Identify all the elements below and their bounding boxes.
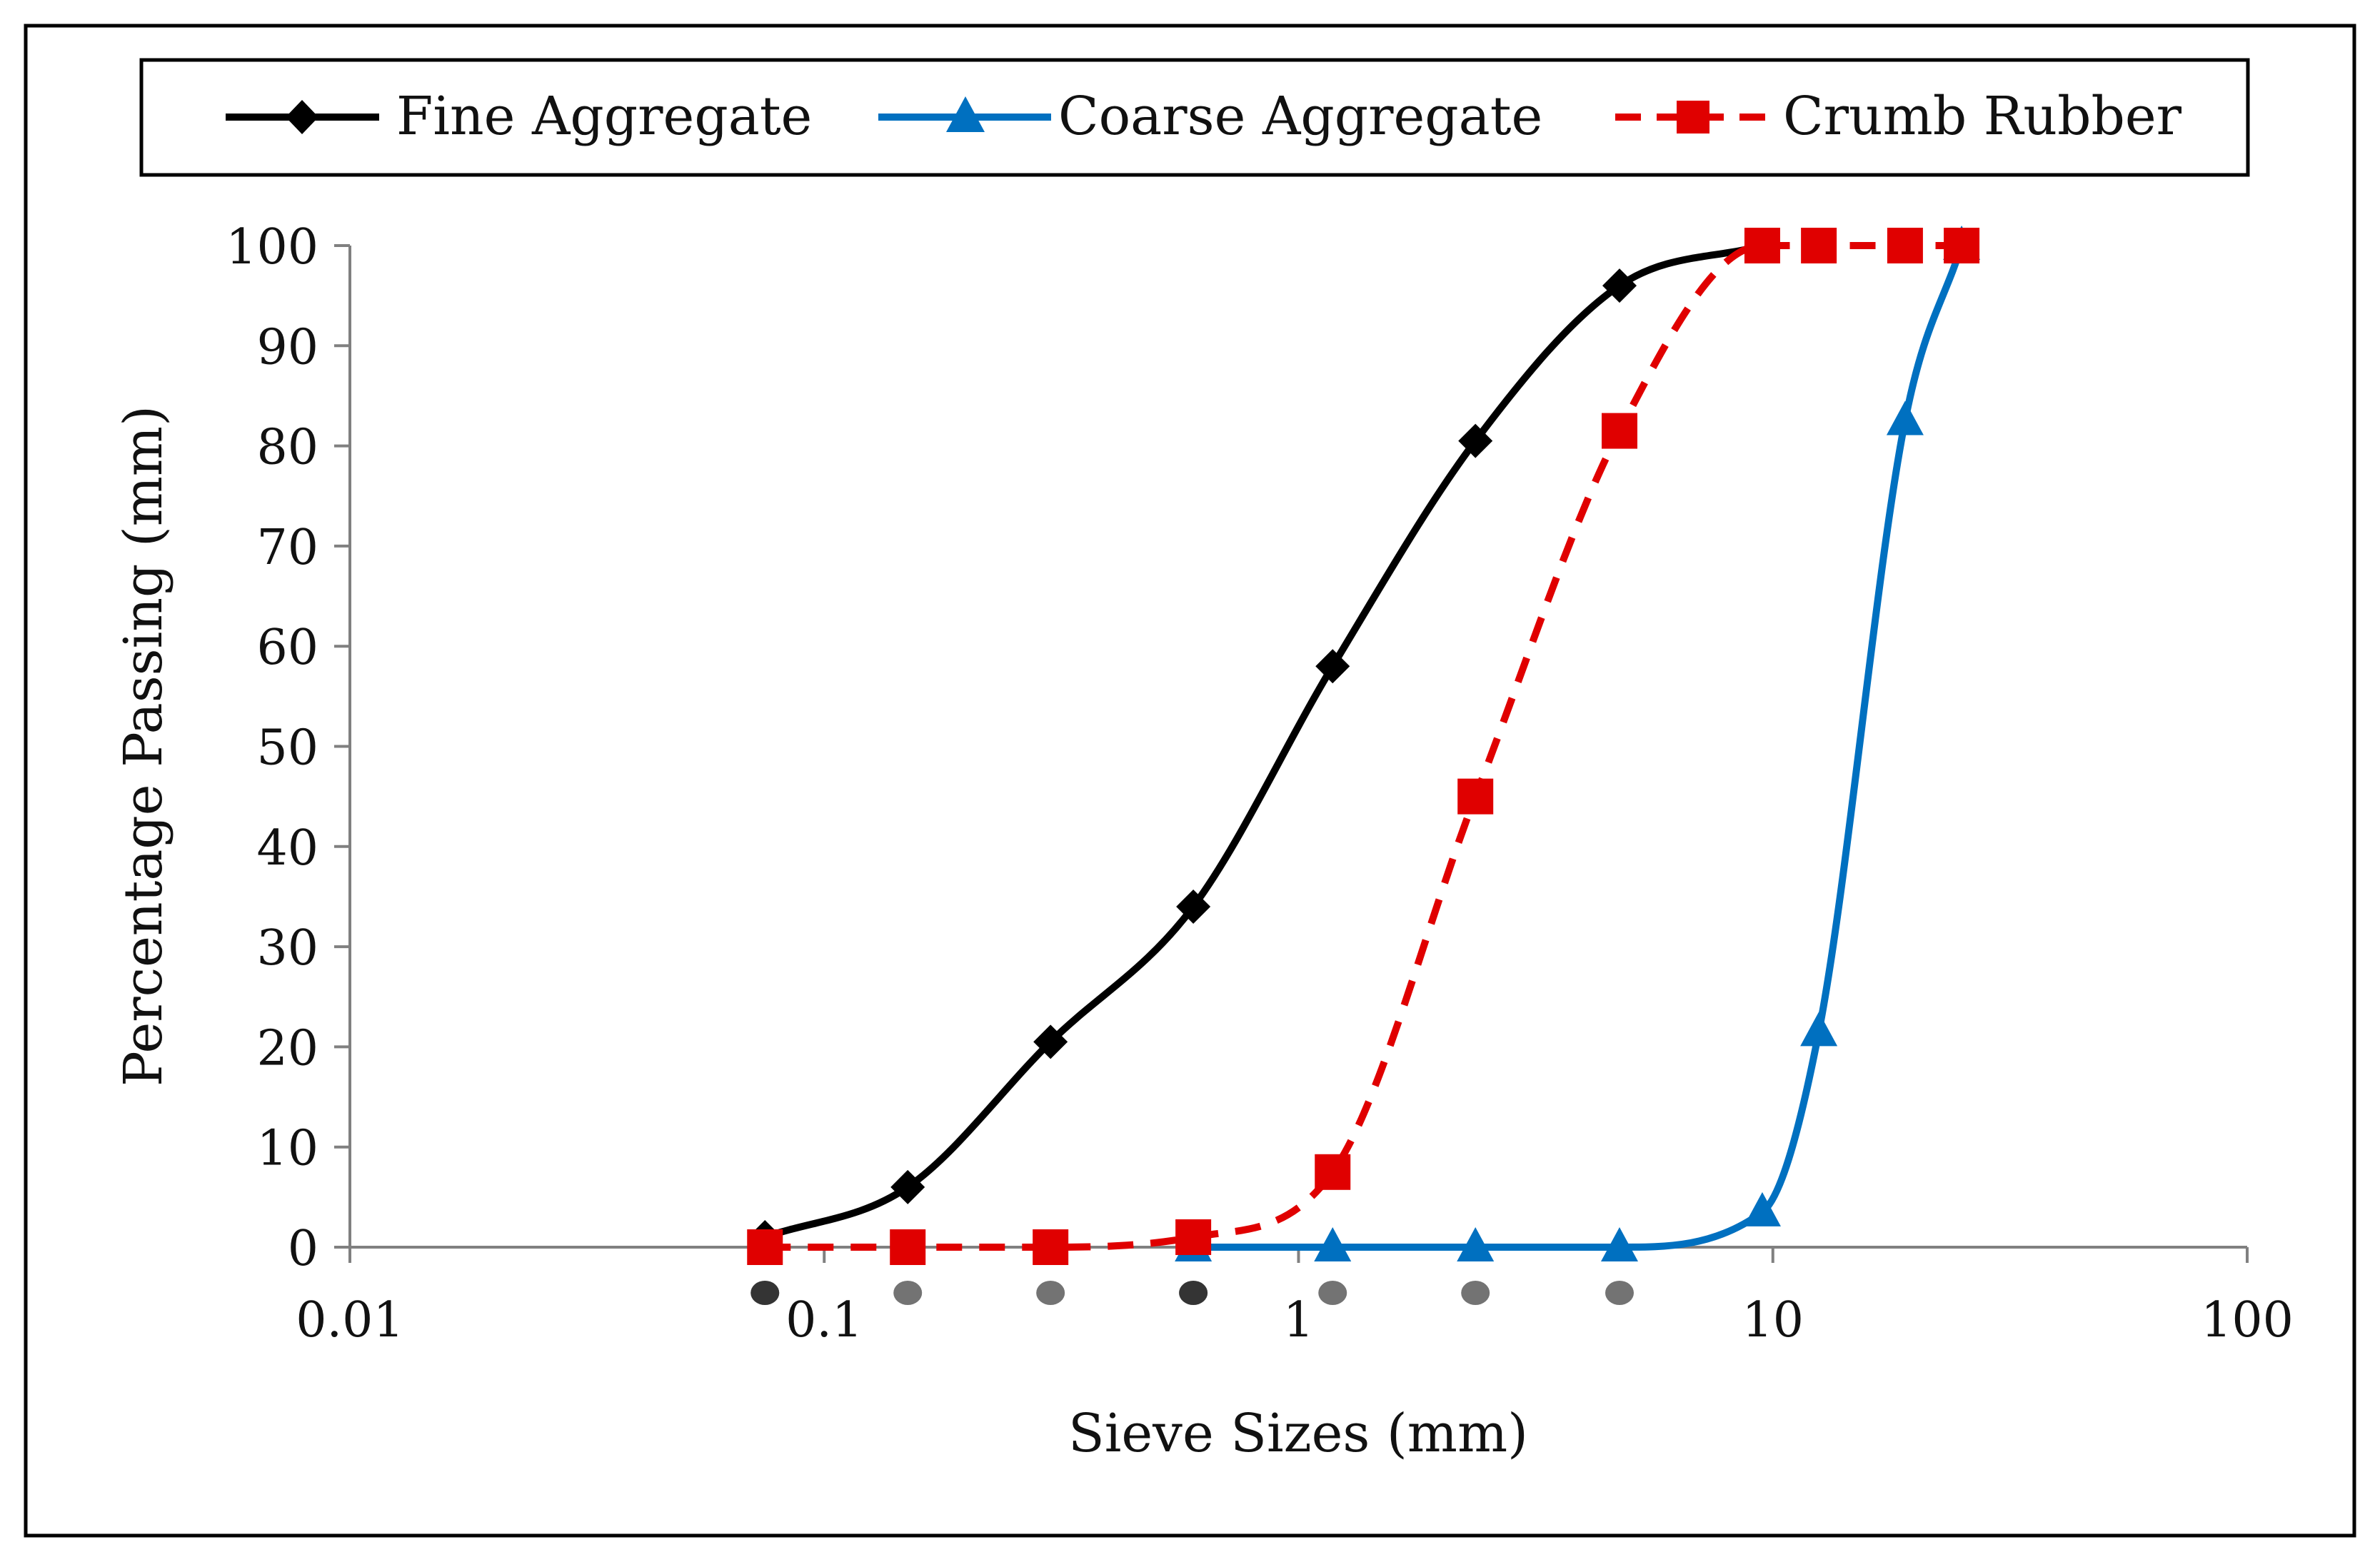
data-point-square xyxy=(1175,1219,1212,1255)
legend-square-icon xyxy=(1677,101,1709,133)
data-point-triangle xyxy=(1800,1012,1838,1047)
legend-diamond-icon xyxy=(286,100,318,134)
data-point-triangle xyxy=(1886,400,1924,435)
marker-shadow xyxy=(1605,1281,1634,1305)
data-point-square xyxy=(890,1229,926,1265)
y-tick-label: 100 xyxy=(226,219,318,276)
y-tick-label: 0 xyxy=(288,1221,318,1277)
x-axis-label: Sieve Sizes (mm) xyxy=(1068,1403,1528,1464)
x-tick-label: 1 xyxy=(1283,1292,1314,1349)
legend-item-coarse-aggregate: Coarse Aggregate xyxy=(878,86,1542,147)
x-tick-label: 0.01 xyxy=(296,1292,403,1349)
data-point-diamond xyxy=(1315,649,1350,684)
y-tick-label: 60 xyxy=(256,620,318,676)
x-tick-label: 0.1 xyxy=(785,1292,863,1349)
y-ticks: 0 10 20 30 40 50 60 70 80 90 100 xyxy=(226,219,350,1277)
data-point-square xyxy=(1801,228,1837,263)
legend-item-crumb-rubber: Crumb Rubber xyxy=(1615,86,2182,147)
data-point-square xyxy=(1744,228,1780,263)
y-tick-label: 90 xyxy=(256,319,318,376)
legend-label-crumb-rubber: Crumb Rubber xyxy=(1783,86,2182,147)
y-tick-label: 30 xyxy=(256,920,318,977)
data-point-triangle xyxy=(1314,1227,1352,1261)
data-point-square xyxy=(1601,413,1637,449)
data-point-square xyxy=(747,1229,783,1265)
data-point-square xyxy=(1457,778,1494,815)
x-tick-label: 10 xyxy=(1742,1292,1804,1349)
y-axis-label: Percentage Passing (mm) xyxy=(113,405,174,1087)
legend-label-coarse-aggregate: Coarse Aggregate xyxy=(1058,86,1542,147)
marker-shadow xyxy=(893,1281,923,1305)
data-point-diamond xyxy=(1602,268,1637,303)
data-point-square xyxy=(1887,228,1923,263)
y-tick-label: 80 xyxy=(256,420,318,476)
marker-shadow xyxy=(1318,1281,1347,1305)
marker-shadow xyxy=(1036,1281,1065,1305)
legend-triangle-icon xyxy=(946,96,985,132)
data-point-triangle xyxy=(1457,1227,1495,1261)
legend-label-fine-aggregate: Fine Aggregate xyxy=(396,86,812,147)
y-tick-label: 50 xyxy=(256,720,318,777)
y-tick-label: 40 xyxy=(256,820,318,877)
data-point-triangle xyxy=(1743,1191,1781,1226)
marker-shadow xyxy=(750,1281,780,1305)
data-point-triangle xyxy=(1600,1227,1638,1261)
data-point-diamond xyxy=(1033,1024,1068,1059)
x-ticks: 0.01 0.1 1 10 100 xyxy=(296,1247,2294,1349)
y-tick-label: 70 xyxy=(256,520,318,576)
data-point-diamond xyxy=(890,1169,925,1204)
data-point-diamond xyxy=(1176,889,1211,924)
data-point-diamond xyxy=(1458,423,1493,458)
data-point-square xyxy=(1033,1229,1069,1265)
x-tick-label: 100 xyxy=(2201,1292,2294,1349)
marker-shadow xyxy=(1461,1281,1490,1305)
legend-item-fine-aggregate: Fine Aggregate xyxy=(226,86,812,147)
y-tick-label: 10 xyxy=(256,1121,318,1177)
series-layer xyxy=(747,226,1981,1305)
data-point-square xyxy=(1944,228,1980,263)
y-tick-label: 20 xyxy=(256,1020,318,1077)
legend: Fine Aggregate Coarse Aggregate Crumb Ru… xyxy=(139,58,2250,177)
series-line-fine-aggregate xyxy=(763,242,1764,1241)
data-point-square xyxy=(1315,1154,1351,1190)
legend-box xyxy=(139,58,2250,177)
marker-shadow xyxy=(1179,1281,1208,1305)
